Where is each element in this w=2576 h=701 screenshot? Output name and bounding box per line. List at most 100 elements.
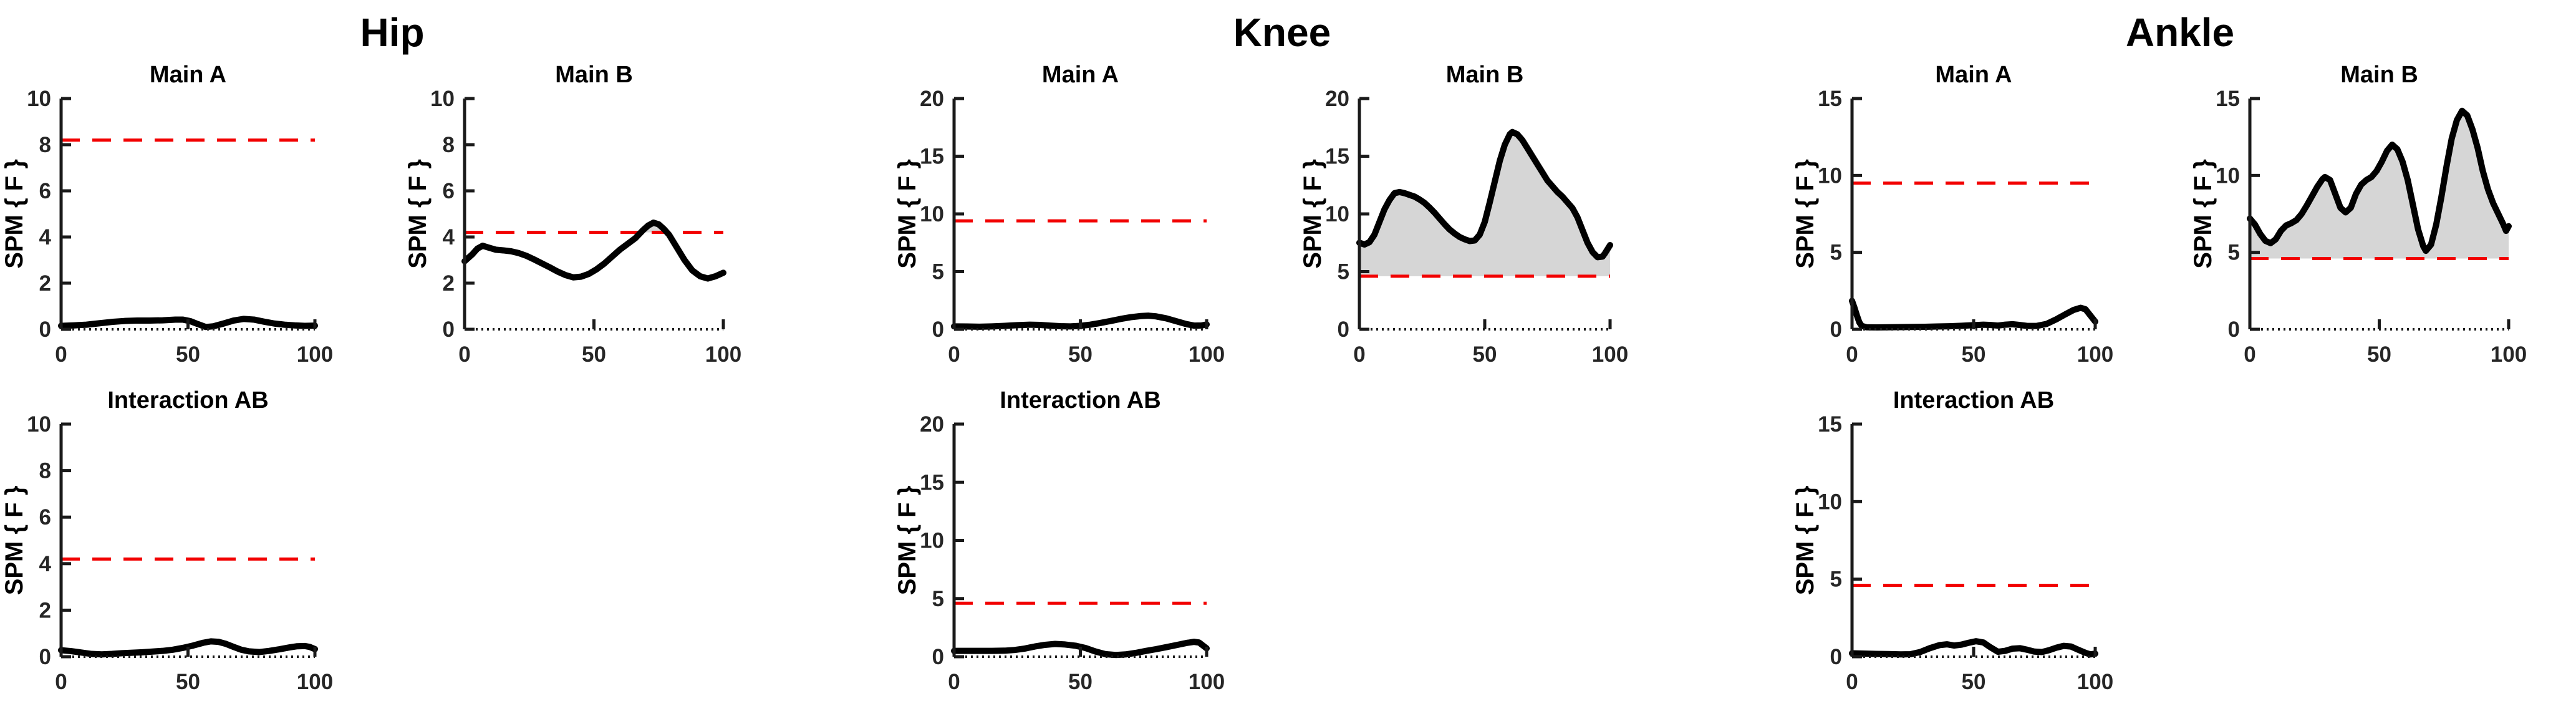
y-tick-label: 8 — [39, 133, 51, 157]
y-tick-label: 5 — [1338, 260, 1349, 284]
plot-ankle-main-a: 0 5 10 15 0 50 100 Main A SPM { F } — [1792, 62, 2113, 367]
spm-curve — [1356, 128, 1613, 261]
y-tick-label: 10 — [920, 529, 944, 553]
x-tick-label: 50 — [1068, 342, 1093, 367]
x-tick-label: 100 — [705, 342, 741, 367]
x-tick-label: 100 — [1592, 342, 1628, 367]
y-tick-label: 0 — [39, 317, 51, 342]
y-tick-label: 10 — [27, 87, 51, 111]
subplot-title: Main A — [1935, 62, 2012, 88]
y-tick-label: 20 — [1325, 87, 1349, 111]
x-tick-label: 100 — [297, 342, 333, 367]
y-tick-label: 20 — [920, 412, 944, 437]
y-axis-label: SPM { F } — [894, 159, 921, 269]
plot-knee-interaction: 0 5 10 15 20 0 50 100 Interaction AB SPM { F } — [894, 387, 1225, 694]
y-tick-label: 8 — [39, 459, 51, 483]
subplot-title: Interaction AB — [107, 387, 268, 413]
y-tick-label: 5 — [1830, 241, 1842, 265]
x-tick-label: 0 — [55, 342, 67, 367]
y-tick-label: 6 — [39, 505, 51, 529]
x-tick-label: 50 — [2367, 342, 2391, 367]
x-tick-label: 100 — [1189, 670, 1225, 694]
spm-curve — [58, 638, 318, 658]
y-tick-label: 10 — [920, 202, 944, 226]
group-title-hip: Hip — [360, 10, 424, 55]
y-tick-label: 0 — [1830, 645, 1842, 669]
y-axis-label: SPM { F } — [894, 486, 921, 596]
x-tick-label: 100 — [2077, 670, 2113, 694]
x-tick-label: 100 — [2077, 342, 2113, 367]
y-tick-label: 6 — [39, 179, 51, 203]
plot-ankle-main-b: 0 5 10 15 0 50 100 Main B SPM { F } — [2189, 62, 2527, 367]
spm-curve — [461, 220, 726, 282]
y-tick-label: 0 — [932, 645, 944, 669]
y-tick-label: 15 — [1818, 412, 1842, 437]
y-tick-label: 2 — [39, 598, 51, 622]
x-tick-label: 0 — [55, 670, 67, 694]
y-tick-label: 6 — [443, 179, 455, 203]
y-axis-label: SPM { F } — [2189, 159, 2217, 269]
y-tick-label: 15 — [920, 145, 944, 169]
y-tick-label: 15 — [920, 470, 944, 495]
x-tick-label: 0 — [948, 670, 960, 694]
y-tick-label: 5 — [1830, 568, 1842, 592]
y-tick-label: 10 — [1325, 202, 1349, 226]
x-tick-label: 50 — [1473, 342, 1497, 367]
y-axis-label: SPM { F } — [1299, 159, 1326, 269]
x-tick-label: 50 — [176, 342, 200, 367]
x-tick-label: 50 — [176, 670, 200, 694]
y-tick-label: 5 — [2228, 241, 2240, 265]
y-tick-label: 15 — [2216, 87, 2240, 111]
spm-curve — [58, 316, 318, 331]
x-tick-label: 0 — [2244, 342, 2255, 367]
group-title-ankle: Ankle — [2126, 10, 2234, 55]
y-tick-label: 0 — [443, 317, 455, 342]
y-tick-label: 10 — [2216, 163, 2240, 188]
y-tick-label: 0 — [1338, 317, 1349, 342]
y-tick-label: 0 — [39, 645, 51, 669]
x-tick-label: 100 — [1189, 342, 1225, 367]
group-title-knee: Knee — [1233, 10, 1331, 55]
y-axis-label: SPM { F } — [1792, 486, 1819, 596]
plot-knee-main-b: 0 5 10 15 20 0 50 100 Main B SPM { F } — [1299, 62, 1628, 367]
subplot-title: Main A — [1042, 62, 1119, 88]
spm-curve — [2247, 107, 2512, 254]
y-tick-label: 10 — [430, 87, 455, 111]
y-tick-label: 10 — [27, 412, 51, 437]
y-axis-label: SPM { F } — [1792, 159, 1819, 269]
x-tick-label: 0 — [948, 342, 960, 367]
plot-knee-main-a: 0 5 10 15 20 0 50 100 Main A SPM { F } — [894, 62, 1225, 367]
x-tick-label: 0 — [1846, 342, 1858, 367]
y-tick-label: 0 — [932, 317, 944, 342]
y-tick-label: 5 — [932, 260, 944, 284]
x-tick-label: 0 — [1846, 670, 1858, 694]
y-axis-label: SPM { F } — [1, 159, 28, 269]
x-tick-label: 100 — [297, 670, 333, 694]
y-tick-label: 15 — [1818, 87, 1842, 111]
subplot-title: Main B — [555, 62, 633, 88]
x-tick-label: 50 — [1962, 342, 1986, 367]
plot-ankle-interaction: 0 5 10 15 0 50 100 Interaction AB SPM { F } — [1792, 387, 2113, 694]
y-tick-label: 20 — [920, 87, 944, 111]
spm-curve — [951, 639, 1210, 659]
y-tick-label: 10 — [1818, 163, 1842, 188]
y-tick-label: 0 — [2228, 317, 2240, 342]
y-tick-label: 10 — [1818, 490, 1842, 514]
subplot-title: Main B — [1446, 62, 1524, 88]
x-tick-label: 50 — [1068, 670, 1093, 694]
x-tick-label: 50 — [1962, 670, 1986, 694]
y-tick-label: 2 — [443, 271, 455, 296]
y-tick-label: 15 — [1325, 145, 1349, 169]
y-tick-label: 4 — [443, 225, 455, 249]
y-tick-label: 8 — [443, 133, 455, 157]
suprathreshold-fill — [2250, 110, 2509, 259]
spm-curve — [1849, 297, 2098, 331]
y-tick-label: 4 — [39, 552, 52, 576]
suprathreshold-fill — [1359, 132, 1610, 276]
y-axis-label: SPM { F } — [1, 486, 28, 596]
